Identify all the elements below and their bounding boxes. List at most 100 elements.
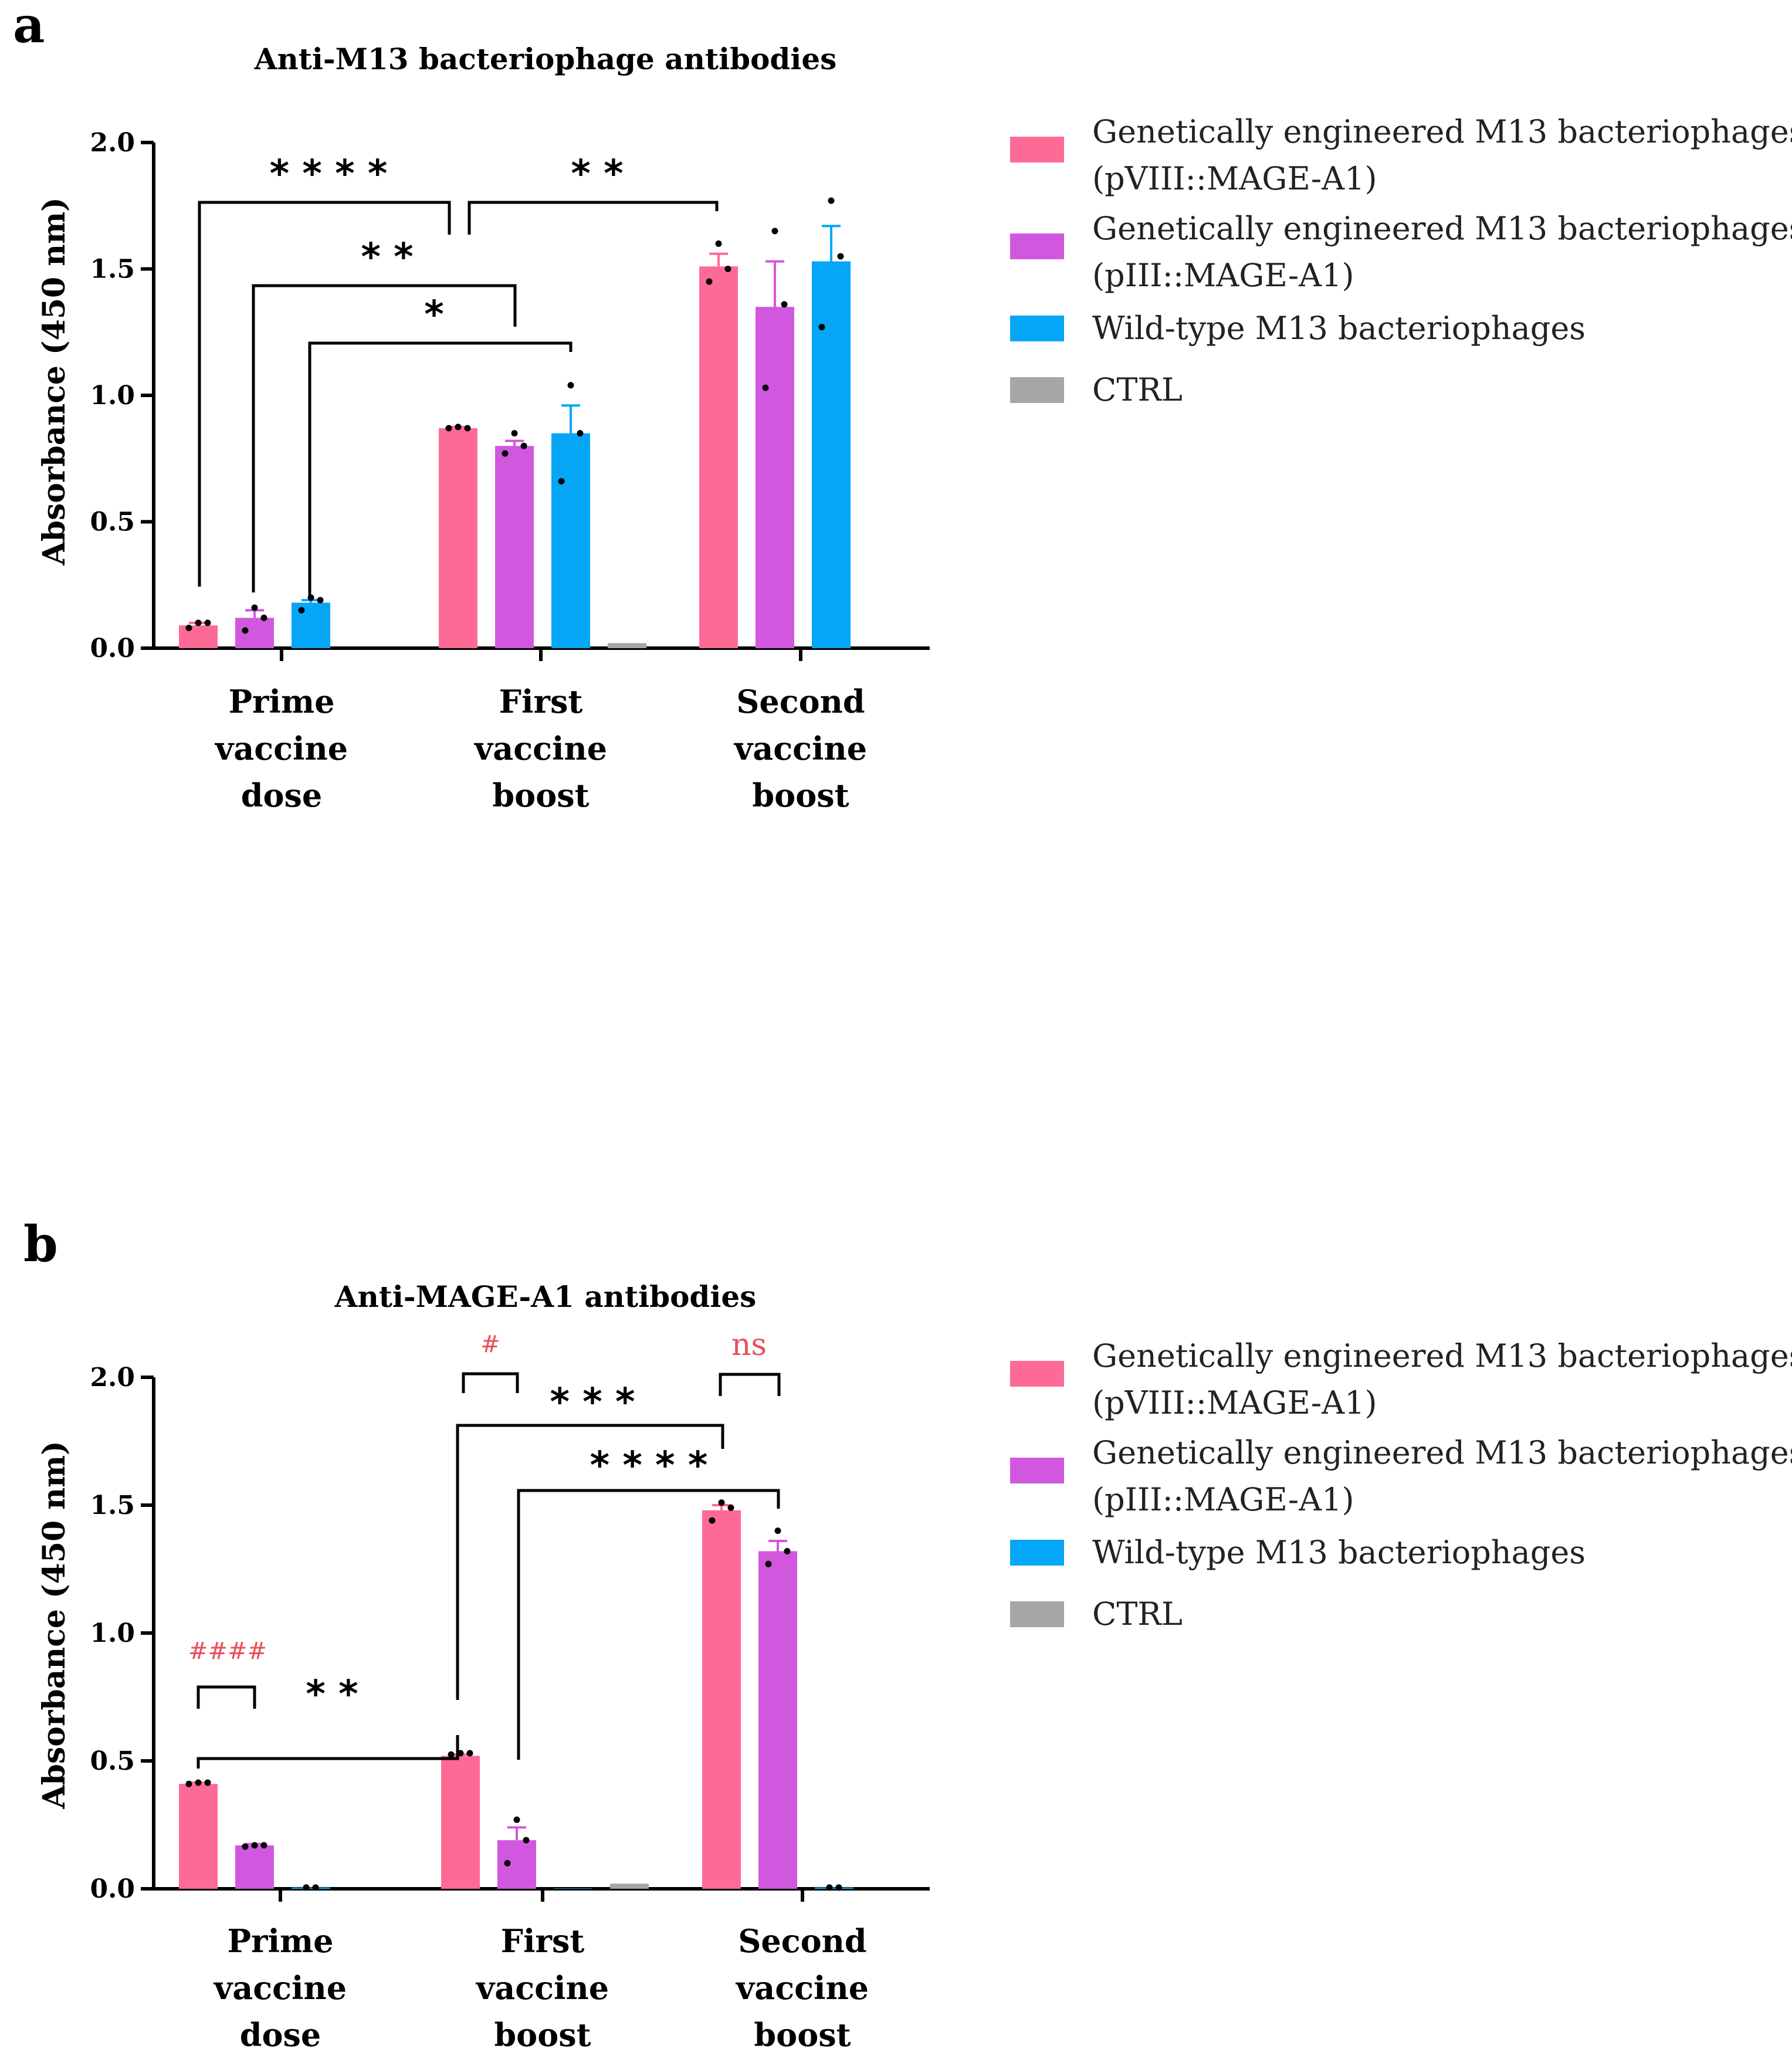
data-point [511, 430, 518, 437]
bar-pviii [441, 1756, 480, 1889]
data-point [448, 1751, 455, 1758]
legend-label-piii-line2: (pIII::MAGE-A1) [1092, 257, 1354, 294]
bar-pviii [179, 625, 218, 648]
legend-swatch-wt [1010, 1540, 1064, 1566]
data-point [706, 278, 713, 285]
y-tick-label: 0.0 [90, 1874, 135, 1904]
legend-swatch-piii [1010, 1458, 1064, 1483]
legend-label-ctrl: CTRL [1092, 1595, 1183, 1632]
bracket-first-pviii-vs-piii [462, 1372, 519, 1393]
legend-label-pviii-line2: (pVIII::MAGE-A1) [1092, 1384, 1377, 1421]
data-point [251, 1842, 258, 1849]
bar-piii [758, 1551, 797, 1889]
panel-b-sig-hash-1: # [480, 1331, 500, 1358]
data-point [826, 1884, 833, 1891]
bar-pviii [702, 1510, 741, 1889]
bar-wt [812, 261, 851, 648]
bar-wt [554, 1888, 592, 1889]
panel-b-significance-brackets [197, 1372, 781, 1769]
x-category-label: vaccine [736, 1969, 869, 2007]
data-point [771, 228, 778, 235]
panel-a-y-ticks: 0.0 0.5 1.0 1.5 2.0 [90, 128, 154, 663]
y-tick-label: 1.0 [90, 1618, 135, 1648]
y-tick-label: 0.0 [90, 634, 135, 663]
panel-a-sig-1-star: * [424, 293, 443, 337]
panel-a-plot-area [152, 143, 930, 650]
y-tick-label: 0.5 [90, 1746, 135, 1776]
bar-pviii [179, 1784, 218, 1889]
x-category-label: boost [752, 777, 849, 814]
legend-swatch-wt [1010, 316, 1064, 341]
data-point [765, 1560, 772, 1567]
panel-b-sig-hash-4: #### [188, 1638, 267, 1665]
bar-wt [815, 1887, 853, 1889]
y-tick-label: 1.5 [90, 255, 135, 284]
x-category-label: vaccine [215, 730, 348, 767]
data-point [523, 1837, 530, 1844]
bar-pviii [439, 428, 477, 648]
panel-b-x-categories: Prime vaccine dose First vaccine boost Second v… [214, 1889, 869, 2054]
bracket-second-pviii-vs-piii [719, 1373, 781, 1396]
x-category-label: Second [736, 683, 865, 720]
panel-a-sig-2-stars: * * [361, 236, 413, 279]
data-point [455, 424, 462, 431]
x-category-label: First [501, 1922, 585, 1960]
data-point [718, 1499, 725, 1506]
data-point [502, 450, 509, 457]
bracket-first-vs-second-piii [517, 1489, 780, 1760]
panel-a-sig-2-stars-top: * * [571, 153, 623, 196]
x-category-label: vaccine [214, 1969, 347, 2007]
legend-swatch-ctrl [1010, 377, 1064, 403]
panel-a-x-categories: Prime vaccine dose First vaccine boost Second v… [215, 648, 867, 814]
legend-label-ctrl: CTRL [1092, 371, 1183, 408]
legend-swatch-ctrl [1010, 1601, 1064, 1627]
x-category-label: vaccine [734, 730, 867, 767]
panel-a-significance-brackets [198, 201, 719, 598]
bar-piii [235, 1845, 274, 1889]
legend-swatch-piii [1010, 233, 1064, 259]
data-point [577, 430, 584, 437]
data-point [784, 1547, 791, 1554]
bracket-prime-vs-first-piii [252, 284, 517, 592]
panel-a-y-axis-label: Absorbance (450 nm) [36, 197, 72, 565]
data-point [828, 197, 835, 204]
panel-b-y-axis-label: Absorbance (450 nm) [36, 1441, 72, 1809]
data-point [445, 425, 452, 432]
panel-b-y-ticks: 0.0 0.5 1.0 1.5 2.0 [90, 1363, 154, 1904]
panel-a-legend: Genetically engineered M13 bacteriophage… [1010, 113, 1792, 408]
y-tick-label: 0.5 [90, 507, 135, 537]
data-point [260, 614, 267, 621]
data-point [317, 597, 324, 604]
bracket-prime-vs-first-wt [308, 341, 573, 598]
legend-label-wt: Wild-type M13 bacteriophages [1092, 310, 1586, 347]
data-point [520, 442, 527, 449]
data-point [567, 382, 574, 389]
panel-b-title: Anti-MAGE-A1 antibodies [334, 1279, 757, 1314]
data-point [774, 1527, 781, 1534]
panel-a-letter: a [13, 0, 45, 54]
bar-wt [292, 602, 330, 648]
bracket-prime-vs-first-pviii [197, 1735, 459, 1769]
x-category-label: Second [738, 1922, 866, 1960]
data-point [312, 1884, 319, 1891]
bar-ctrl [610, 1884, 649, 1889]
panel-b-legend: Genetically engineered M13 bacteriophage… [1010, 1337, 1792, 1632]
bracket-first-vs-second-pviii [468, 201, 719, 235]
legend-swatch-pviii [1010, 1361, 1064, 1387]
data-point [727, 1504, 734, 1511]
bar-piii [497, 1840, 536, 1889]
x-category-label: dose [241, 777, 323, 814]
x-category-label: dose [240, 2016, 321, 2054]
data-point [818, 324, 825, 331]
data-point [837, 253, 844, 260]
bracket-prime-pviii-vs-first-pviii [198, 201, 451, 587]
bar-wt [292, 1887, 330, 1889]
data-point [298, 607, 305, 614]
data-point [835, 1884, 842, 1891]
data-point [504, 1859, 511, 1866]
legend-label-pviii-line2: (pVIII::MAGE-A1) [1092, 160, 1377, 197]
bracket-first-vs-second-pviii [456, 1424, 724, 1700]
x-category-label: Prime [228, 683, 334, 720]
panel-b-sig-ns: ns [731, 1327, 767, 1363]
